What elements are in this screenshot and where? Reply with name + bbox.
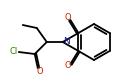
Text: O: O	[64, 61, 71, 70]
Text: O: O	[36, 67, 43, 76]
Text: Cl: Cl	[10, 47, 18, 56]
Text: O: O	[64, 14, 71, 23]
Text: N: N	[63, 37, 70, 47]
